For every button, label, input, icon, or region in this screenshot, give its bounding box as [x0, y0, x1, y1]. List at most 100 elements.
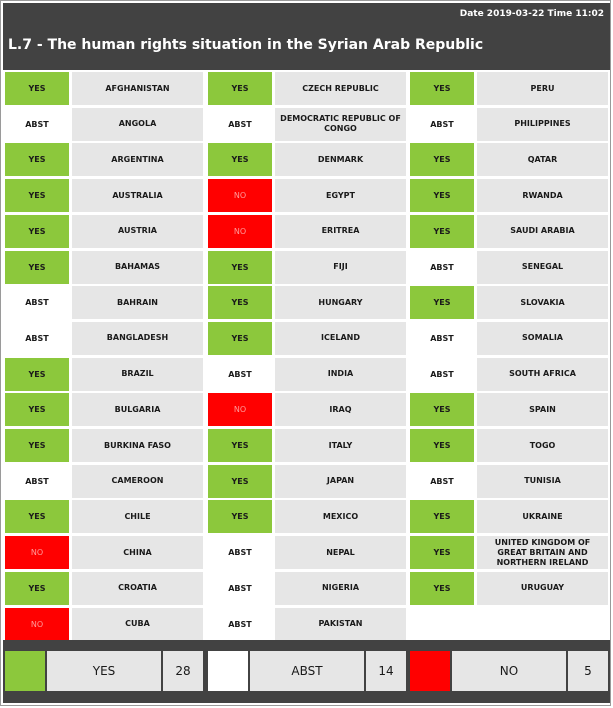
vote-row: YES CROATIA: [5, 571, 205, 605]
vote-badge: YES: [208, 143, 272, 177]
vote-badge: ABST: [410, 357, 474, 391]
vote-badge: ABST: [5, 464, 69, 498]
vote-row: YES BRAZIL: [5, 357, 205, 391]
country-name: FIJI: [275, 250, 406, 284]
vote-badge: YES: [5, 72, 69, 105]
abst-swatch: [208, 651, 248, 691]
yes-swatch: [5, 651, 45, 691]
vote-badge: YES: [410, 571, 474, 605]
vote-badge: ABST: [410, 107, 474, 141]
no-swatch: [410, 651, 450, 691]
vote-row: YES AUSTRIA: [5, 214, 205, 248]
country-name: BURKINA FASO: [72, 429, 203, 462]
vote-badge: YES: [5, 357, 69, 391]
vote-badge: YES: [208, 72, 272, 105]
vote-row: YES UKRAINE: [410, 500, 610, 534]
vote-row: YES AFGHANISTAN: [5, 72, 205, 105]
vote-row: YES ARGENTINA: [5, 143, 205, 177]
country-name: CUBA: [72, 607, 203, 641]
vote-badge: YES: [5, 393, 69, 427]
vote-row: ABST DEMOCRATIC REPUBLIC OF CONGO: [208, 107, 408, 141]
vote-badge: YES: [410, 393, 474, 427]
vote-badge: ABST: [410, 250, 474, 284]
vote-badge: YES: [208, 429, 272, 462]
country-name: SAUDI ARABIA: [477, 214, 608, 248]
vote-row: ABST INDIA: [208, 357, 408, 391]
country-name: MEXICO: [275, 500, 406, 534]
country-name: AUSTRIA: [72, 214, 203, 248]
vote-badge: YES: [410, 500, 474, 534]
no-summary-count: 5: [568, 651, 608, 691]
vote-row: YES RWANDA: [410, 179, 610, 213]
vote-badge: ABST: [5, 321, 69, 355]
vote-row: YES ICELAND: [208, 321, 408, 355]
country-name: CHINA: [72, 536, 203, 570]
country-name: ICELAND: [275, 321, 406, 355]
vote-badge: ABST: [208, 536, 272, 570]
vote-badge: YES: [410, 536, 474, 570]
vote-badge: NO: [208, 393, 272, 427]
country-name: URUGUAY: [477, 571, 608, 605]
vote-badge: YES: [5, 214, 69, 248]
country-name: NEPAL: [275, 536, 406, 570]
vote-badge: ABST: [410, 321, 474, 355]
country-name: QATAR: [477, 143, 608, 177]
vote-row: ABST TUNISIA: [410, 464, 610, 498]
vote-badge: ABST: [5, 107, 69, 141]
country-name: BRAZIL: [72, 357, 203, 391]
vote-badge: YES: [410, 143, 474, 177]
header-bar: Date 2019-03-22 Time 11:02 L.7 - The hum…: [3, 3, 610, 70]
vote-badge: ABST: [208, 357, 272, 391]
vote-row: NO CUBA: [5, 607, 205, 641]
vote-row: YES MEXICO: [208, 500, 408, 534]
vote-row: YES AUSTRALIA: [5, 179, 205, 213]
vote-row: YES TOGO: [410, 429, 610, 462]
country-name: CZECH REPUBLIC: [275, 72, 406, 105]
vote-row: YES CZECH REPUBLIC: [208, 72, 408, 105]
vote-badge: YES: [410, 179, 474, 213]
vote-badge: NO: [208, 214, 272, 248]
country-name: DEMOCRATIC REPUBLIC OF CONGO: [275, 107, 406, 141]
vote-row: NO EGYPT: [208, 179, 408, 213]
vote-badge: YES: [410, 72, 474, 105]
yes-summary-count: 28: [163, 651, 203, 691]
country-name: ITALY: [275, 429, 406, 462]
country-name: SLOVAKIA: [477, 286, 608, 320]
yes-summary-label: YES: [47, 651, 161, 691]
vote-row: ABST BANGLADESH: [5, 321, 205, 355]
vote-row: ABST NEPAL: [208, 536, 408, 570]
vote-badge: NO: [5, 607, 69, 641]
country-name: DENMARK: [275, 143, 406, 177]
country-name: EGYPT: [275, 179, 406, 213]
vote-badge: YES: [410, 214, 474, 248]
vote-row: YES BURKINA FASO: [5, 429, 205, 462]
country-name: SOUTH AFRICA: [477, 357, 608, 391]
country-name: BULGARIA: [72, 393, 203, 427]
country-name: BANGLADESH: [72, 321, 203, 355]
vote-row: ABST PAKISTAN: [208, 607, 408, 641]
country-name: PERU: [477, 72, 608, 105]
country-name: BAHAMAS: [72, 250, 203, 284]
vote-badge: YES: [208, 500, 272, 534]
abst-summary-count: 14: [366, 651, 406, 691]
vote-row: YES BULGARIA: [5, 393, 205, 427]
vote-grid: YES AFGHANISTAN ABST ANGOLA YES ARGENTINA YES A…: [5, 72, 610, 641]
vote-badge: YES: [410, 429, 474, 462]
vote-badge: YES: [5, 143, 69, 177]
country-name: JAPAN: [275, 464, 406, 498]
country-name: ERITREA: [275, 214, 406, 248]
vote-badge: ABST: [208, 571, 272, 605]
country-name: AFGHANISTAN: [72, 72, 203, 105]
vote-row: ABST CAMEROON: [5, 464, 205, 498]
vote-row: ABST NIGERIA: [208, 571, 408, 605]
country-name: BAHRAIN: [72, 286, 203, 320]
vote-badge: YES: [5, 500, 69, 534]
vote-row: YES HUNGARY: [208, 286, 408, 320]
vote-badge: YES: [410, 286, 474, 320]
country-name: INDIA: [275, 357, 406, 391]
vote-row: YES DENMARK: [208, 143, 408, 177]
vote-row: YES QATAR: [410, 143, 610, 177]
country-name: HUNGARY: [275, 286, 406, 320]
country-name: ARGENTINA: [72, 143, 203, 177]
